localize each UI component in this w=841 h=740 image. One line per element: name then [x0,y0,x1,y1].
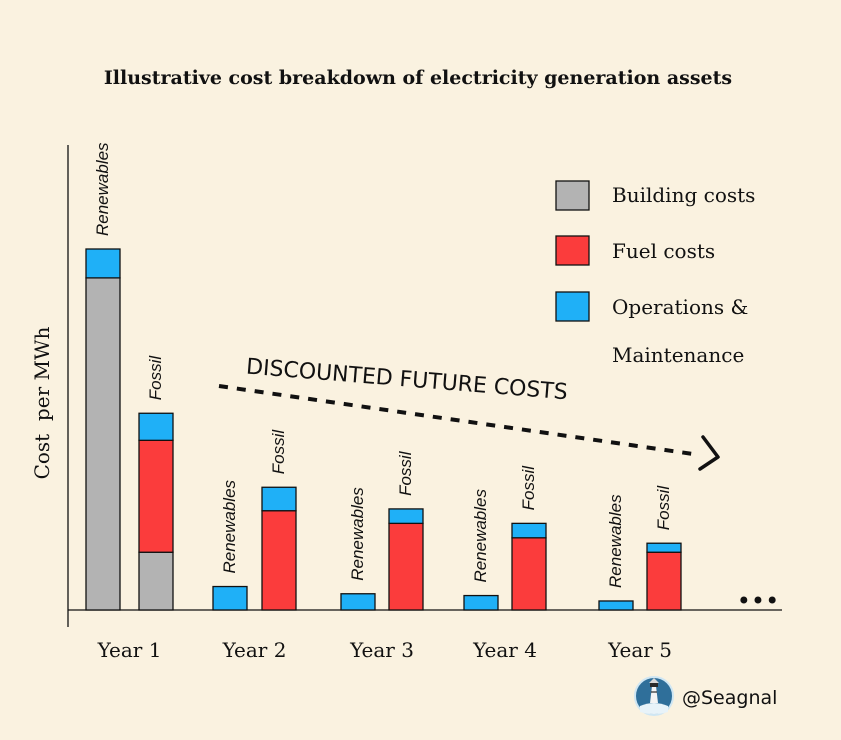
category-label-year3: Year 3 [349,638,414,662]
lighthouse-avatar-icon [634,676,674,716]
bar-label-renewables-year2: Renewables [220,479,239,573]
annotation-arrow-head [698,435,720,471]
bar-fossil-year4-om [511,522,547,539]
bar-renewables-year1-building [85,277,121,611]
bar-fossil-year5-om [646,542,682,553]
y-axis-label: Cost per MWh [30,326,54,479]
legend: Building costs Fuel costs Operations & M… [555,180,755,367]
bar-label-fossil-year5: Fossil [654,485,673,531]
bar-fossil-year1-building [138,551,174,611]
bar-label-renewables-year5: Renewables [606,494,625,588]
category-label-year2: Year 2 [222,638,287,662]
annotation-arrow-line [218,384,701,457]
legend-label-fuel: Fuel costs [612,239,715,263]
legend-label-om-line1: Operations & [612,295,748,319]
bar-fossil-year5-fuel [646,551,682,611]
category-label-year1: Year 1 [97,638,162,662]
bar-label-fossil-year2: Fossil [269,429,288,475]
bars-group [85,248,682,611]
bar-fossil-year2-fuel [261,510,297,611]
category-label-year4: Year 4 [472,638,537,662]
category-label-year5: Year 5 [607,638,672,662]
legend-label-om-line2: Maintenance [612,343,744,367]
bar-renewables-year1-om [85,248,121,279]
category-labels-group: Year 1 Year 2 Year 3 Year 4 Year 5 [97,638,672,662]
legend-swatch-om [555,291,590,322]
bar-fossil-year3-fuel [388,522,424,611]
bar-label-renewables-year1: Renewables [93,142,112,236]
legend-swatch-building [555,180,590,211]
bar-fossil-year3-om [388,508,424,525]
bar-renewables-year5-om [598,600,634,611]
chart-title: Illustrative cost breakdown of electrici… [104,67,732,89]
bar-label-fossil-year3: Fossil [396,450,415,496]
bar-renewables-year2-om [212,585,248,611]
bar-label-renewables-year3: Renewables [348,487,367,581]
legend-label-building: Building costs [612,183,755,207]
bar-fossil-year1-fuel [138,439,174,553]
bar-label-renewables-year4: Renewables [471,489,490,583]
credit-handle: @Seagnal [682,687,777,709]
bar-label-fossil-year4: Fossil [519,465,538,511]
bar-fossil-year4-fuel [511,537,547,611]
bar-renewables-year4-om [463,594,499,611]
credit: @Seagnal [634,676,777,716]
bar-fossil-year1-om [138,412,174,441]
bar-labels-group: Renewables Fossil Renewables Fossil Renewabl… [93,142,673,588]
bar-renewables-year3-om [340,593,376,611]
bar-label-fossil-year1: Fossil [146,355,165,401]
bar-fossil-year2-om [261,486,297,512]
legend-swatch-fuel [555,235,590,266]
ellipsis-marker: ••• [737,587,779,615]
